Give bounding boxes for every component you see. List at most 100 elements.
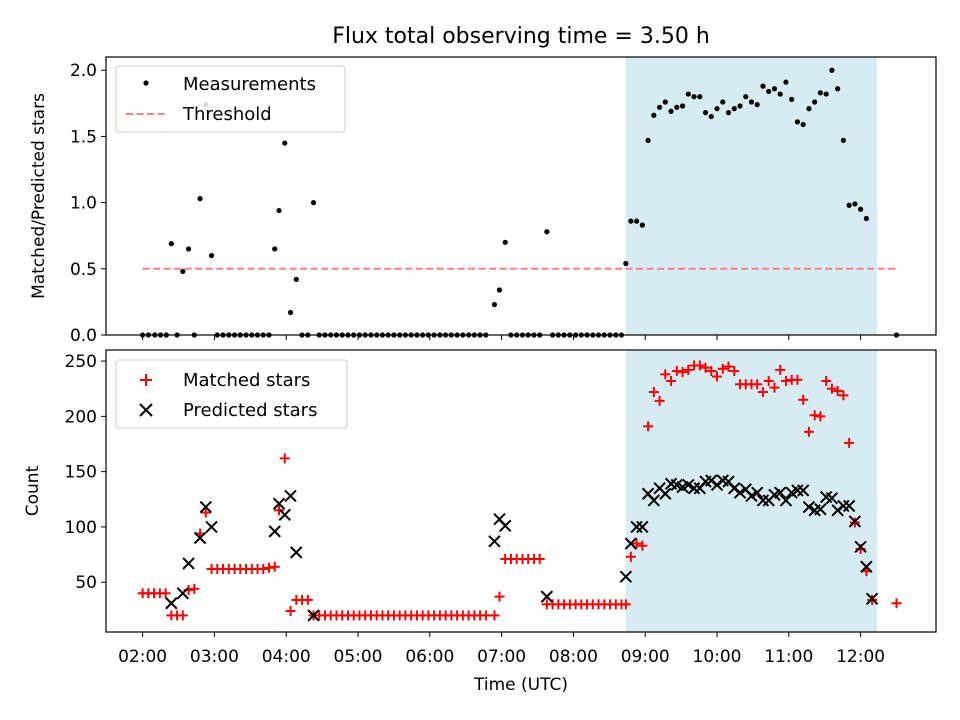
matched-stars-point <box>489 610 500 621</box>
predicted-stars-point <box>272 497 286 510</box>
matched-stars-point <box>643 421 654 432</box>
matched-stars-point <box>752 379 763 390</box>
matched-stars-point <box>826 383 837 394</box>
measurement-point <box>800 121 806 128</box>
top-panel: 0.00.51.01.52.0 Matched/Predicted stars … <box>29 56 937 346</box>
matched-stars-point <box>302 594 313 605</box>
x-tick-label: 02:00 <box>118 647 167 667</box>
bottom-y-tick-label: 200 <box>65 407 97 427</box>
matched-stars-point <box>279 453 290 464</box>
predicted-stars-point <box>647 494 661 507</box>
bottom-axes-frame <box>105 349 937 633</box>
predicted-stars-point <box>193 531 207 545</box>
measurement-point <box>754 102 760 108</box>
x-tick-label: 06:00 <box>405 647 454 667</box>
matched-stars-point <box>712 371 723 382</box>
top-y-ticks: 0.0 0.5 1.0 1.5 2.0 <box>70 61 106 346</box>
bottom-y-ticks: 50 100 150 200 250 <box>65 352 106 593</box>
chart-title: Flux total observing time = 3.50 h <box>332 24 710 49</box>
measurement-point <box>185 246 192 252</box>
predicted-stars-point <box>268 525 281 538</box>
measurement-point <box>708 113 714 120</box>
measurement-point <box>737 103 743 109</box>
measurement-point <box>544 229 550 235</box>
matched-stars-point <box>494 591 505 602</box>
top-y-tick-label: 0.5 <box>70 260 97 280</box>
measurement-point <box>840 137 846 143</box>
measurement-point <box>628 218 634 224</box>
predicted-stars-point <box>624 537 638 550</box>
matched-stars-point <box>769 382 780 393</box>
bottom-y-tick-label: 150 <box>65 463 97 483</box>
bottom-y-tick-label: 100 <box>65 518 97 538</box>
legend-threshold-label: Threshold <box>182 104 272 125</box>
predicted-stars-point <box>751 486 764 499</box>
bottom-y-axis-label: Count <box>23 465 43 516</box>
predicted-stars-point <box>854 540 867 554</box>
predicted-stars-point <box>182 557 195 570</box>
predicted-stars-point <box>619 570 633 583</box>
matched-stars-point <box>258 563 269 574</box>
measurement-point <box>725 110 732 116</box>
top-observing-span <box>625 57 878 335</box>
measurement-point <box>777 91 783 97</box>
matched-stars-point <box>200 507 211 518</box>
matched-stars-point <box>480 610 491 621</box>
matched-stars-point <box>798 394 809 405</box>
measurement-point <box>180 268 186 275</box>
measurement-point <box>310 200 317 206</box>
measurement-point <box>852 201 858 207</box>
measurement-point <box>496 287 503 293</box>
matched-stars-point <box>648 387 659 398</box>
predicted-stars-point <box>176 587 190 600</box>
top-y-tick-label: 2.0 <box>70 61 97 81</box>
matched-stars-point <box>263 562 274 573</box>
matched-stars-point <box>654 395 665 406</box>
x-tick-label: 05:00 <box>334 647 383 667</box>
x-tick-label: 09:00 <box>621 647 670 667</box>
matched-stars-point <box>844 437 855 448</box>
x-tick-label: 07:00 <box>477 647 526 667</box>
matched-stars-point <box>891 598 902 609</box>
legend-measurements-label: Measurements <box>183 74 316 95</box>
matched-stars-point <box>809 410 820 421</box>
x-tick-label: 03:00 <box>190 647 239 667</box>
measurement-point <box>748 99 755 105</box>
legend-predicted-label: Predicted stars <box>183 400 317 421</box>
measurement-point <box>823 91 829 97</box>
predicted-stars-points <box>165 474 879 622</box>
measurement-point <box>702 110 709 116</box>
measurement-point <box>287 309 294 316</box>
measurement-point <box>714 106 720 112</box>
predicted-stars-point <box>498 519 512 533</box>
predicted-stars-point <box>284 489 297 503</box>
measurement-point <box>806 106 812 112</box>
matched-stars-point <box>189 583 200 594</box>
measurement-point <box>674 104 680 110</box>
matched-stars-point <box>717 363 728 374</box>
measurement-point <box>293 276 299 282</box>
matched-stars-point <box>803 426 814 437</box>
measurement-point <box>760 83 766 89</box>
predicted-stars-point <box>802 500 816 514</box>
x-tick-label: 08:00 <box>549 647 598 667</box>
measurement-point <box>685 91 691 97</box>
predicted-stars-point <box>278 508 291 521</box>
matched-stars-point <box>815 411 826 422</box>
predicted-stars-point <box>165 597 178 610</box>
bottom-y-tick-label: 250 <box>65 352 97 372</box>
measurement-point <box>623 260 629 267</box>
measurement-point <box>766 88 772 95</box>
matched-stars-point <box>694 360 705 371</box>
legend-predicted-marker <box>139 403 153 417</box>
predicted-stars-point <box>825 491 839 505</box>
matched-stars-point <box>625 551 636 562</box>
predicted-stars-point <box>540 590 554 603</box>
legend-matched-marker <box>140 374 152 386</box>
x-tick-label: 10:00 <box>693 647 742 667</box>
top-y-tick-label: 1.0 <box>70 194 97 214</box>
bottom-x-ticks: 02:00 03:00 04:00 05:00 06:00 07:00 08:00 09:00… <box>118 632 885 667</box>
measurement-point <box>731 106 737 112</box>
top-axes-frame <box>105 56 937 336</box>
